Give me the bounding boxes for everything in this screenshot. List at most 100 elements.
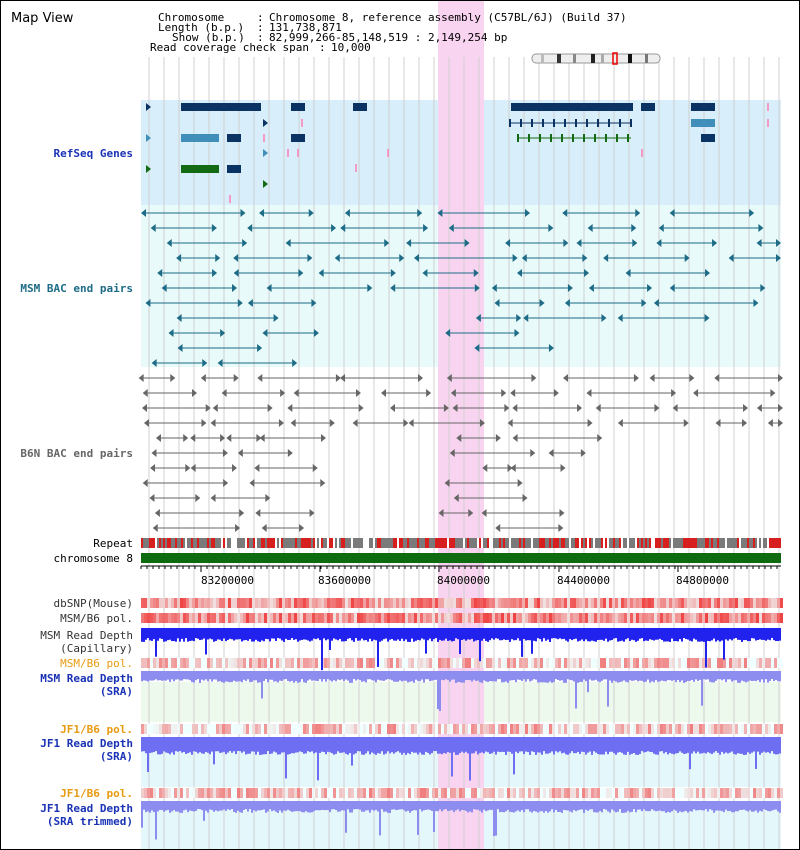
strand-arrow: [233, 374, 239, 382]
strand-arrow: [504, 404, 510, 412]
refseq-gene-exon: [608, 119, 610, 127]
msm-depth-capillary-bar: [737, 628, 739, 640]
strand-arrow: [267, 404, 273, 412]
repeat-element: [307, 538, 309, 548]
jf1-depth-sra-bar: [737, 737, 739, 754]
strand-arrow: [308, 209, 314, 217]
msm-depth-sra-bar: [281, 671, 283, 682]
msm-depth-capillary-bar: [685, 628, 687, 640]
jf1-pol-sra-cell: [564, 724, 567, 734]
msm-depth-capillary-bar: [335, 628, 337, 640]
dbsnp-cell: [438, 598, 441, 608]
dbsnp-cell: [750, 598, 753, 608]
jf1-depth-sra-bar: [541, 737, 543, 755]
jf1-pol-sra-cell: [495, 724, 498, 734]
jf1-depth-sra-bar: [255, 737, 257, 755]
jf1-depth-sra-bar: [721, 737, 723, 752]
jf1-depth-sra-bar: [229, 737, 231, 752]
msm-pol-cell: [204, 613, 207, 623]
dbsnp-cell: [495, 598, 498, 608]
jf1-pol-sra-cell: [582, 724, 585, 734]
msm-depth-capillary-bar: [251, 628, 253, 642]
msm-depth-capillary-bar: [387, 628, 389, 642]
msm-depth-sra-bar: [499, 671, 501, 680]
jf1-pol-trimmed-cell: [243, 788, 246, 798]
msm-depth-capillary-bar: [269, 628, 271, 642]
msm-pol-sra-cell: [762, 658, 765, 668]
jf1-depth-sra-bar: [195, 737, 197, 752]
track-label-refseq-genes[interactable]: RefSeq Genes: [53, 147, 133, 160]
msm-pol-cell: [585, 613, 588, 623]
jf1-depth-trimmed-bar: [305, 801, 307, 812]
jf1-depth-sra-bar: [679, 737, 681, 752]
jf1-depth-trimmed-bar: [401, 801, 403, 810]
jf1-depth-sra-bar: [239, 737, 241, 752]
jf1-pol-sra-cell: [630, 724, 633, 734]
jf1-depth-sra-bar: [523, 737, 525, 755]
repeat-element: [197, 538, 199, 548]
msm-depth-sra-bar: [539, 671, 541, 683]
strand-arrow: [495, 434, 501, 442]
msm-depth-sra-bar: [587, 671, 589, 693]
repeat-element: [779, 538, 781, 548]
jf1-depth-trimmed-bar: [369, 801, 371, 813]
jf1-depth-trimmed-bar: [775, 801, 777, 810]
jf1-depth-trimmed-bar: [685, 801, 687, 811]
msm-pol-sra-cell: [456, 658, 459, 668]
chromosome-label: Chromosome: [158, 11, 225, 24]
jf1-depth-trimmed-bar: [329, 801, 331, 813]
jf1-depth-sra-bar: [601, 737, 603, 755]
strand-arrow: [631, 224, 637, 232]
jf1-depth-trimmed-bar: [573, 801, 575, 810]
msm-depth-capillary-bar: [707, 628, 709, 642]
repeat-element: [223, 538, 225, 548]
msm-depth-sra-bar: [531, 671, 533, 681]
refseq-gene-block: [291, 103, 305, 111]
track-label-msm-bac[interactable]: MSM BAC end pairs: [20, 282, 133, 295]
msm-pol-sra-cell: [747, 658, 750, 668]
msm-pol-cell: [153, 613, 156, 623]
jf1-pol-sra-cell: [528, 724, 531, 734]
jf1-depth-sra-bar: [749, 737, 751, 754]
msm-pol-sra-cell: [165, 658, 168, 668]
msm-depth-sra-bar: [481, 671, 483, 683]
msm-depth-sra-bar: [431, 671, 433, 681]
jf1-depth-sra-bar: [249, 737, 251, 754]
strand-arrow: [403, 419, 409, 427]
jf1-pol-trimmed-cell: [591, 788, 594, 798]
msm-depth-sra-bar: [737, 671, 739, 683]
jf1-pol-sra-cell: [726, 724, 729, 734]
msm-depth-sra-bar: [209, 671, 211, 680]
strand-arrow: [603, 254, 609, 262]
msm-depth-capillary-bar: [287, 628, 289, 640]
jf1-depth-trimmed-bar: [765, 801, 767, 811]
msm-pol-cell: [330, 613, 333, 623]
msm-pol-sra-cell: [324, 658, 327, 668]
refseq-gene-exon: [561, 134, 563, 142]
repeat-element: [627, 538, 629, 548]
jf1-depth-sra-bar: [237, 737, 239, 752]
track-label-b6n-bac[interactable]: B6N BAC end pairs: [20, 447, 133, 460]
msm-depth-capillary-bar: [327, 628, 329, 640]
jf1-pol-sra-cell: [753, 724, 756, 734]
msm-depth-capillary-bar: [519, 628, 521, 641]
msm-depth-capillary-bar: [203, 628, 205, 639]
msm-depth-capillary-bar: [183, 628, 185, 642]
jf1-pol-sra-cell: [588, 724, 591, 734]
dbsnp-cell: [600, 598, 603, 608]
jf1-pol-sra-cell: [177, 724, 180, 734]
strand-arrow: [438, 509, 444, 517]
jf1-depth-trimmed-bar: [351, 801, 353, 813]
jf1-depth-trimmed-bar: [149, 801, 151, 813]
msm-pol-cell: [156, 613, 159, 623]
repeat-element: [235, 538, 237, 548]
dbsnp-cell: [699, 598, 702, 608]
jf1-depth-sra-bar: [217, 737, 219, 752]
jf1-depth-trimmed-bar: [215, 801, 217, 811]
msm-depth-sra-bar: [641, 671, 643, 681]
jf1-pol-trimmed-cell: [180, 788, 183, 798]
jf1-depth-trimmed-bar: [159, 801, 161, 810]
jf1-depth-trimmed-bar: [185, 801, 187, 810]
strand-arrow: [176, 254, 182, 262]
